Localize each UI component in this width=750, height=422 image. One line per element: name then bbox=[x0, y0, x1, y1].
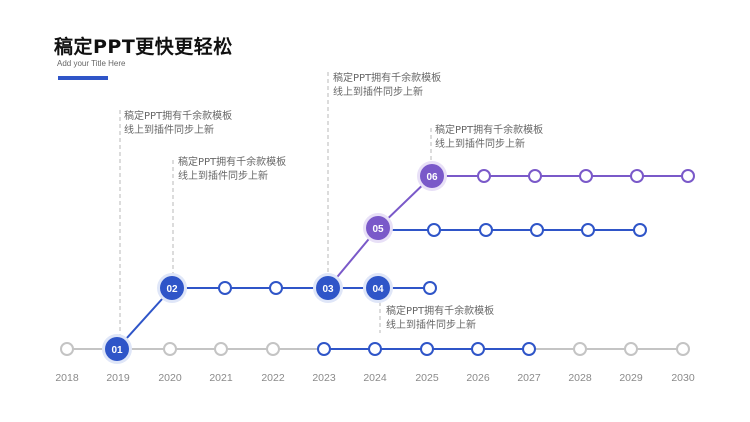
milestone-04: 04 bbox=[363, 273, 393, 303]
baseline-blue-markers bbox=[317, 342, 536, 356]
callout-06-line1: 稿定PPT拥有千余款模板 bbox=[435, 125, 544, 136]
marker-l2-d bbox=[581, 223, 595, 237]
milestone-05-circle bbox=[366, 216, 390, 240]
callout-06-line2: 线上到插件同步上新 bbox=[435, 139, 525, 150]
marker-2020 bbox=[163, 342, 177, 356]
marker-2029 bbox=[624, 342, 638, 356]
marker-l1-c bbox=[423, 281, 437, 295]
milestone-03-label: 03 bbox=[322, 284, 334, 295]
marker-2018 bbox=[60, 342, 74, 356]
page-subtitle: Add your Title Here bbox=[57, 59, 126, 68]
milestone-05: 05 bbox=[363, 213, 393, 243]
year-label: 2023 bbox=[312, 372, 336, 384]
marker-2028 bbox=[573, 342, 587, 356]
year-label: 2027 bbox=[517, 372, 541, 384]
callout-04-line2: 线上到插件同步上新 bbox=[386, 320, 476, 331]
year-label: 2029 bbox=[619, 372, 643, 384]
marker-2025 bbox=[420, 342, 434, 356]
year-label: 2020 bbox=[158, 372, 182, 384]
marker-2022 bbox=[266, 342, 280, 356]
marker-l2-a bbox=[427, 223, 441, 237]
marker-l3-b bbox=[528, 169, 542, 183]
marker-l2-e bbox=[633, 223, 647, 237]
callout-03-line2: 线上到插件同步上新 bbox=[333, 87, 423, 98]
milestone-02: 02 bbox=[157, 273, 187, 303]
marker-l1-b bbox=[269, 281, 283, 295]
year-label: 2024 bbox=[363, 372, 387, 384]
marker-l3-e bbox=[681, 169, 695, 183]
year-label: 2028 bbox=[568, 372, 592, 384]
year-labels: 2018 2019 2020 2021 2022 2023 2024 2025 … bbox=[55, 372, 695, 384]
callout-01: 稿定PPT拥有千余款模板 线上到插件同步上新 bbox=[124, 110, 232, 138]
milestone-06-label: 06 bbox=[426, 172, 438, 183]
milestone-02-label: 02 bbox=[166, 284, 178, 295]
callout-02: 稿定PPT拥有千余款模板 线上到插件同步上新 bbox=[178, 156, 286, 184]
title-accent-bar bbox=[58, 76, 108, 80]
callout-04: 稿定PPT拥有千余款模板 线上到插件同步上新 bbox=[386, 305, 494, 333]
marker-2026 bbox=[471, 342, 485, 356]
callout-01-line2: 线上到插件同步上新 bbox=[124, 125, 214, 136]
callout-04-line1: 稿定PPT拥有千余款模板 bbox=[386, 306, 495, 317]
milestone-02-circle bbox=[160, 276, 184, 300]
milestone-01-circle bbox=[105, 337, 129, 361]
marker-2030 bbox=[676, 342, 690, 356]
callout-03: 稿定PPT拥有千余款模板 线上到插件同步上新 bbox=[333, 72, 441, 100]
milestone-05-label: 05 bbox=[372, 224, 384, 235]
marker-l3-d bbox=[630, 169, 644, 183]
marker-2027 bbox=[522, 342, 536, 356]
marker-2021 bbox=[214, 342, 228, 356]
callout-06: 稿定PPT拥有千余款模板 线上到插件同步上新 bbox=[435, 124, 543, 152]
marker-l2-c bbox=[530, 223, 544, 237]
page-title: 稿定PPT更快更轻松 bbox=[54, 36, 233, 58]
year-label: 2021 bbox=[209, 372, 233, 384]
year-label: 2025 bbox=[415, 372, 439, 384]
level2-markers bbox=[427, 223, 647, 237]
level3-markers bbox=[477, 169, 695, 183]
callout-02-line2: 线上到插件同步上新 bbox=[178, 171, 268, 182]
callout-01-line1: 稿定PPT拥有千余款模板 bbox=[124, 111, 233, 122]
marker-l3-a bbox=[477, 169, 491, 183]
milestone-06-circle bbox=[420, 164, 444, 188]
milestone-04-label: 04 bbox=[372, 284, 384, 295]
milestone-01-label: 01 bbox=[111, 345, 123, 356]
marker-l2-b bbox=[479, 223, 493, 237]
marker-l3-c bbox=[579, 169, 593, 183]
milestone-06: 06 bbox=[417, 161, 447, 191]
year-label: 2030 bbox=[671, 372, 695, 384]
marker-2024 bbox=[368, 342, 382, 356]
milestone-01: 01 bbox=[102, 334, 132, 364]
callout-03-line1: 稿定PPT拥有千余款模板 bbox=[333, 73, 442, 84]
year-label: 2022 bbox=[261, 372, 285, 384]
marker-l1-a bbox=[218, 281, 232, 295]
year-label: 2018 bbox=[55, 372, 79, 384]
marker-2023 bbox=[317, 342, 331, 356]
milestone-03-circle bbox=[316, 276, 340, 300]
year-label: 2026 bbox=[466, 372, 490, 384]
year-label: 2019 bbox=[106, 372, 130, 384]
callout-02-line1: 稿定PPT拥有千余款模板 bbox=[178, 157, 287, 168]
milestone-03: 03 bbox=[313, 273, 343, 303]
level1-markers bbox=[218, 281, 437, 295]
baseline-markers bbox=[60, 342, 690, 356]
milestone-04-circle bbox=[366, 276, 390, 300]
